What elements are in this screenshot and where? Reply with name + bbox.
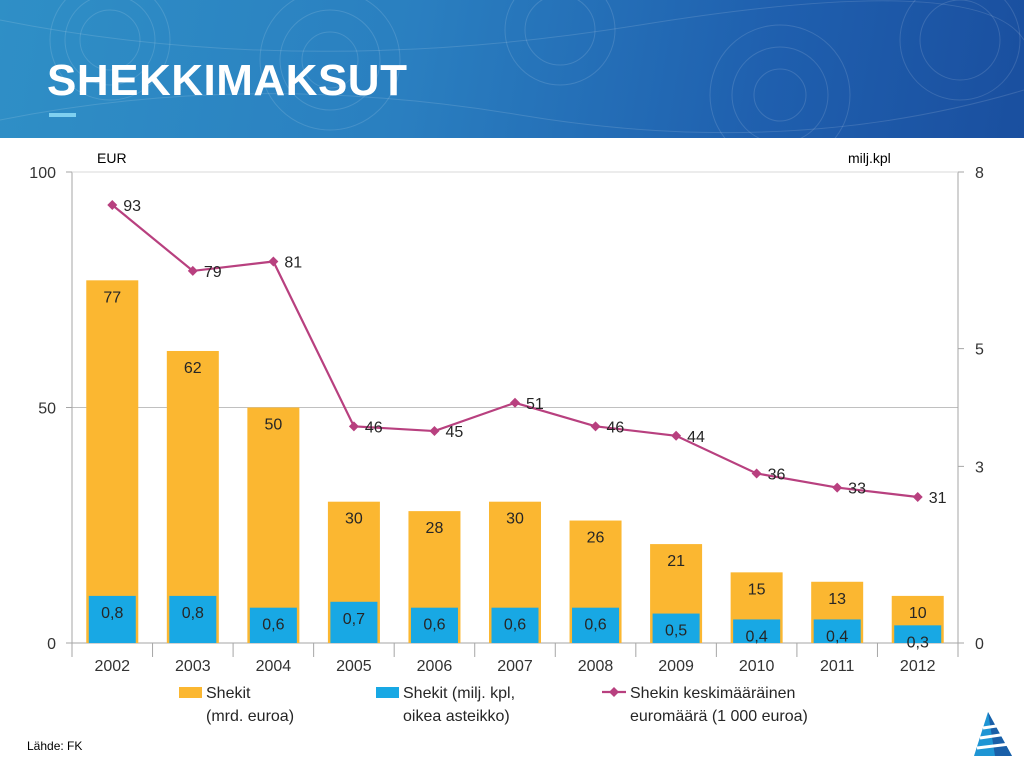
legend-swatch-count xyxy=(376,687,399,698)
legend-label: Shekit (milj. kpl, xyxy=(403,685,515,702)
line-point xyxy=(429,426,440,437)
x-tick-label: 2011 xyxy=(820,658,855,675)
legend-label: oikea asteikko) xyxy=(403,708,510,725)
bar-total-label: 30 xyxy=(345,511,363,528)
line-point xyxy=(671,430,682,441)
right-tick-label: 3 xyxy=(975,459,984,476)
line-series xyxy=(111,204,918,499)
line-point xyxy=(751,468,762,479)
header-decoration xyxy=(0,0,1024,138)
bar-total-label: 15 xyxy=(748,581,766,598)
line-point-label: 44 xyxy=(687,429,705,446)
bar-total-label: 62 xyxy=(184,360,202,377)
line-point xyxy=(268,256,279,267)
bar-count xyxy=(410,607,458,643)
bar-count-label: 0,4 xyxy=(746,628,768,645)
left-tick-label: 100 xyxy=(29,165,56,182)
bar-total-label: 21 xyxy=(667,553,685,570)
bar-total-label: 30 xyxy=(506,511,524,528)
plot-area: 0 50 100 0 3 5 8 2002 2003 2004 2005 2006 2007 2008 20… xyxy=(29,165,984,675)
bar-count xyxy=(491,607,539,643)
legend-label: euromäärä (1 000 euroa) xyxy=(630,708,808,725)
legend-label: Shekit xyxy=(206,685,251,702)
bar-count-label: 0,6 xyxy=(262,617,284,634)
line-point-label: 81 xyxy=(284,254,302,271)
bar-total-label: 10 xyxy=(909,605,927,622)
left-tick-label: 50 xyxy=(38,401,56,418)
bar-count xyxy=(572,607,620,643)
bar-count xyxy=(330,601,378,643)
bar-total-label: 77 xyxy=(103,289,121,306)
bar-total-label: 26 xyxy=(587,530,605,547)
bar-count-label: 0,7 xyxy=(343,611,365,628)
line-point-label: 46 xyxy=(607,419,625,436)
line-point xyxy=(348,421,359,432)
bar-count xyxy=(733,619,781,643)
line-point xyxy=(107,199,118,210)
x-tick-label: 2002 xyxy=(94,658,130,675)
logo-icon xyxy=(974,712,1012,756)
bar-count-label: 0,4 xyxy=(826,628,848,645)
x-tick-label: 2003 xyxy=(175,658,211,675)
left-tick-label: 0 xyxy=(47,636,56,653)
slide-header: SHEKKIMAKSUT xyxy=(0,0,1024,138)
bar-count xyxy=(169,595,217,643)
page-title: SHEKKIMAKSUT xyxy=(47,56,408,105)
legend-label: Shekin keskimääräinen xyxy=(630,685,795,702)
x-tick-label: 2009 xyxy=(658,658,694,675)
x-tick-label: 2006 xyxy=(417,658,453,675)
right-tick-label: 8 xyxy=(975,165,984,182)
right-tick-label: 5 xyxy=(975,342,984,359)
bar-total xyxy=(86,280,139,643)
legend: Shekit (mrd. euroa) Shekit (milj. kpl, oike… xyxy=(179,685,808,725)
bar-count-label: 0,6 xyxy=(584,617,606,634)
bar-count-label: 0,8 xyxy=(182,605,204,622)
chart: EUR milj.kpl 0 50 100 0 3 5 8 2002 2003 2004 2005 2… xyxy=(29,150,984,725)
legend-swatch-marker xyxy=(609,687,619,697)
line-point-label: 31 xyxy=(929,490,947,507)
x-tick-label: 2005 xyxy=(336,658,372,675)
line-point xyxy=(912,491,923,502)
title-underline xyxy=(49,113,76,117)
bar-count-label: 0,8 xyxy=(101,605,123,622)
line-point xyxy=(510,397,520,408)
bar-count-label: 0,6 xyxy=(423,617,445,634)
x-tick-label: 2010 xyxy=(739,658,775,675)
bar-count-label: 0,5 xyxy=(665,623,687,640)
bar-count-label: 0,6 xyxy=(504,617,526,634)
left-axis-unit: EUR xyxy=(97,150,127,166)
bar-count xyxy=(249,607,297,643)
line-point-label: 79 xyxy=(204,264,222,281)
bar-total-label: 13 xyxy=(828,591,846,608)
bar-count-label: 0,3 xyxy=(907,634,929,651)
legend-swatch-total xyxy=(179,687,202,698)
x-tick-label: 2007 xyxy=(497,658,533,675)
x-tick-label: 2012 xyxy=(900,658,936,675)
legend-label: (mrd. euroa) xyxy=(206,708,294,725)
bar-total-label: 50 xyxy=(264,417,282,434)
bar-count xyxy=(652,613,700,643)
bar-count xyxy=(813,619,861,643)
bar-total-label: 28 xyxy=(426,520,444,537)
line-point-label: 36 xyxy=(768,466,786,483)
line-point-label: 93 xyxy=(123,198,141,215)
x-tick-label: 2004 xyxy=(256,658,292,675)
line-point xyxy=(590,421,601,432)
line-point-label: 33 xyxy=(848,481,866,498)
right-axis-unit: milj.kpl xyxy=(848,150,891,166)
line-point-label: 45 xyxy=(445,424,463,441)
bar-total xyxy=(247,407,300,643)
line-point xyxy=(187,265,198,276)
source-note: Lähde: FK xyxy=(27,739,83,753)
bar-total xyxy=(166,350,219,643)
right-tick-label: 0 xyxy=(975,636,984,653)
bar-count xyxy=(894,625,942,643)
line-point-label: 46 xyxy=(365,419,383,436)
line-point xyxy=(832,482,843,493)
bar-count xyxy=(88,595,136,643)
line-point-label: 51 xyxy=(526,396,544,413)
x-tick-label: 2008 xyxy=(578,658,614,675)
